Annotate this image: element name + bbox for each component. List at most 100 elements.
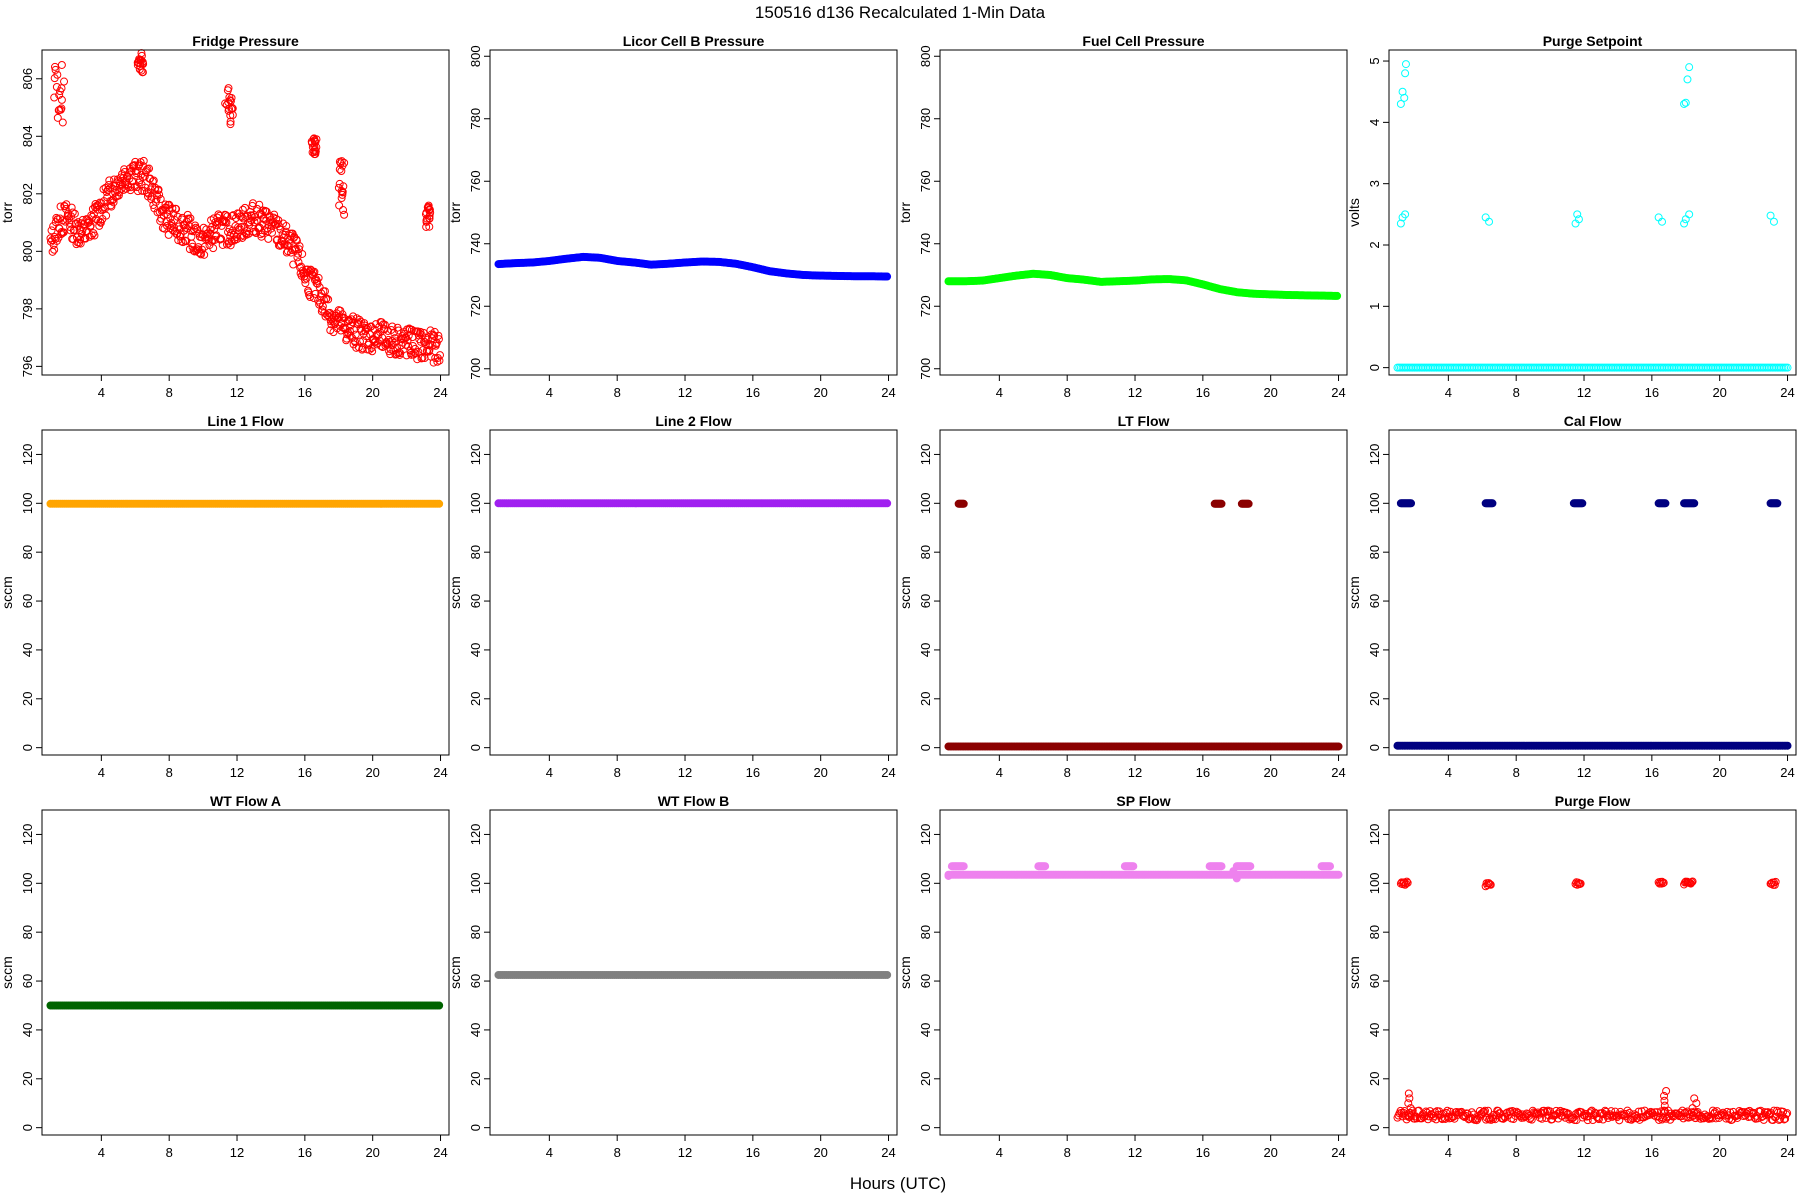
- data-point: [168, 204, 177, 213]
- data-point: [1333, 291, 1342, 300]
- data-point: [74, 218, 83, 227]
- data-point: [48, 247, 57, 256]
- cluster-point: [1246, 862, 1255, 871]
- y-tick-label: 80: [1367, 545, 1382, 559]
- y-tick-label: 120: [468, 444, 483, 466]
- data-point: [384, 326, 393, 335]
- panel-title: SP Flow: [1116, 793, 1170, 809]
- data-point: [164, 230, 173, 239]
- outlier-point: [1396, 219, 1405, 228]
- data-point: [429, 358, 438, 367]
- x-tick-label: 24: [881, 765, 895, 780]
- cluster-point: [337, 166, 346, 175]
- data-point: [414, 347, 423, 356]
- cluster-point: [1661, 499, 1670, 508]
- data-point: [404, 342, 413, 351]
- cluster-point: [1217, 862, 1226, 871]
- y-tick-label: 20: [20, 692, 35, 706]
- data-point: [76, 239, 85, 248]
- y-tick-label: 700: [918, 358, 933, 380]
- data-point: [419, 328, 428, 337]
- data-point: [380, 320, 389, 329]
- y-tick-label: 798: [20, 298, 35, 320]
- x-tick-label: 24: [1331, 385, 1345, 400]
- y-axis-label: torr: [447, 202, 463, 223]
- data-point: [346, 331, 355, 340]
- x-tick-label: 24: [433, 1145, 447, 1160]
- x-tick-label: 24: [433, 385, 447, 400]
- cluster-point: [135, 65, 144, 74]
- y-tick-label: 120: [918, 824, 933, 846]
- cluster-point: [1690, 499, 1699, 508]
- data-point: [181, 236, 190, 245]
- y-tick-label: 40: [20, 643, 35, 657]
- data-point: [883, 272, 892, 281]
- data-point: [134, 161, 143, 170]
- x-tick-label: 12: [678, 385, 692, 400]
- y-tick-label: 40: [1367, 643, 1382, 657]
- data-point: [252, 229, 261, 238]
- data-point: [314, 273, 323, 282]
- outlier-point: [944, 871, 953, 880]
- y-tick-label: 0: [1367, 1124, 1382, 1131]
- cluster-point: [1578, 499, 1587, 508]
- x-tick-label: 4: [1445, 765, 1452, 780]
- x-tick-label: 16: [298, 1145, 312, 1160]
- data-point: [108, 184, 117, 193]
- y-tick-label: 80: [20, 545, 35, 559]
- y-tick-label: 2: [1367, 241, 1382, 248]
- x-tick-label: 20: [813, 765, 827, 780]
- panel-title: WT Flow B: [658, 793, 730, 809]
- data-point: [58, 229, 67, 238]
- panel-2: Fuel Cell Pressure torr 4 8 12 16 20 24 700 720 74…: [897, 33, 1348, 400]
- x-tick-label: 16: [1196, 385, 1210, 400]
- data-point: [223, 212, 232, 221]
- cluster-point: [959, 862, 968, 871]
- y-axis-label: sccm: [1346, 956, 1362, 989]
- x-tick-label: 4: [546, 385, 553, 400]
- data-point: [210, 235, 219, 244]
- x-tick-label: 4: [98, 1145, 105, 1160]
- panel-title: Line 2 Flow: [655, 413, 731, 429]
- x-tick-label: 8: [1513, 1145, 1520, 1160]
- x-tick-label: 8: [614, 1145, 621, 1160]
- x-tick-label: 12: [230, 765, 244, 780]
- cluster-point: [57, 95, 66, 104]
- y-tick-label: 60: [20, 594, 35, 608]
- data-point: [355, 337, 364, 346]
- data-point: [147, 192, 156, 201]
- data-point: [338, 310, 347, 319]
- data-point: [137, 170, 146, 179]
- outlier-point: [1401, 69, 1410, 78]
- data-point: [435, 351, 444, 360]
- x-tick-label: 12: [678, 765, 692, 780]
- x-tick-label: 4: [1445, 385, 1452, 400]
- cluster-point: [1041, 862, 1050, 871]
- panel-title: Line 1 Flow: [207, 413, 283, 429]
- data-point: [74, 221, 83, 230]
- data-point: [413, 355, 422, 364]
- data-point: [102, 211, 111, 220]
- data-point: [322, 294, 331, 303]
- x-tick-label: 20: [1263, 1145, 1277, 1160]
- panel-9: WT Flow B sccm 4 8 12 16 20 24 0 20 40 60 80 100 120: [447, 793, 898, 1160]
- data-point: [264, 234, 273, 243]
- data-point: [295, 242, 304, 251]
- y-tick-label: 120: [468, 824, 483, 846]
- panel-title: Fridge Pressure: [192, 33, 299, 49]
- x-tick-label: 8: [1064, 385, 1071, 400]
- cluster-point: [225, 105, 234, 114]
- y-tick-label: 120: [1367, 824, 1382, 846]
- x-tick-label: 8: [1513, 385, 1520, 400]
- data-point: [293, 249, 302, 258]
- x-tick-label: 24: [1331, 765, 1345, 780]
- y-tick-label: 120: [20, 444, 35, 466]
- outlier-point: [1400, 93, 1409, 102]
- x-tick-label: 16: [298, 385, 312, 400]
- figure-xlabel: Hours (UTC): [850, 1174, 946, 1193]
- y-tick-label: 40: [918, 1023, 933, 1037]
- cluster-point: [310, 137, 319, 146]
- y-tick-label: 40: [468, 1023, 483, 1037]
- data-point: [122, 184, 131, 193]
